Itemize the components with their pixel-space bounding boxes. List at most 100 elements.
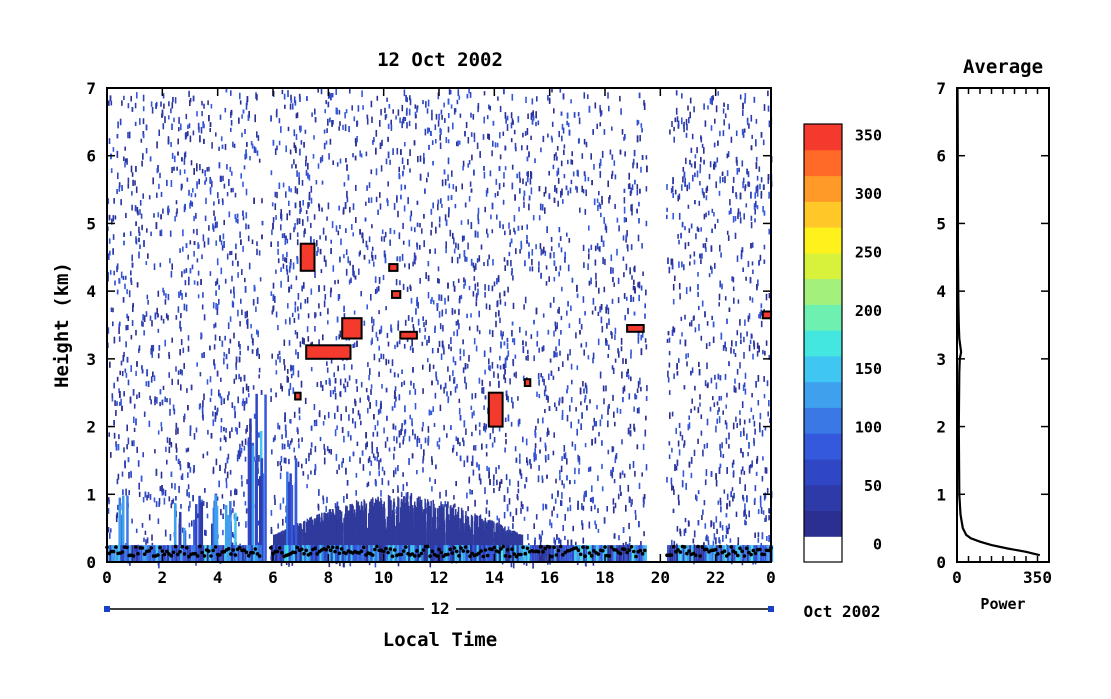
noise-speck (454, 503, 456, 508)
noise-speck (223, 352, 225, 357)
noise-speck (432, 364, 435, 369)
noise-speck (625, 504, 627, 512)
noise-speck (674, 117, 677, 123)
noise-speck (372, 140, 374, 145)
noise-speck (722, 535, 724, 542)
noise-speck (559, 265, 562, 271)
noise-speck (716, 157, 719, 163)
noise-speck (371, 246, 374, 251)
noise-speck (744, 184, 747, 189)
noise-speck (170, 142, 172, 148)
noise-speck (119, 321, 121, 327)
noise-speck (214, 322, 217, 328)
noise-speck (296, 427, 299, 433)
noise-speck (368, 456, 371, 462)
noise-speck (524, 296, 527, 304)
noise-speck (756, 184, 759, 192)
noise-speck (196, 183, 198, 189)
noise-speck (324, 294, 327, 300)
noise-speck (226, 253, 229, 260)
noise-speck (187, 462, 189, 469)
noise-speck (607, 92, 609, 99)
noise-speck (201, 304, 204, 310)
noise-speck (270, 529, 273, 534)
noise-speck (526, 145, 529, 151)
noise-speck (376, 420, 379, 426)
noise-speck (378, 459, 380, 466)
noise-speck (527, 349, 529, 355)
noise-speck (135, 236, 137, 244)
noise-speck (116, 289, 119, 295)
noise-speck (721, 283, 723, 290)
noise-speck (761, 532, 764, 540)
noise-speck (459, 355, 462, 361)
noise-speck (747, 181, 749, 187)
noise-speck (526, 171, 528, 176)
noise-speck (343, 496, 345, 503)
noise-speck (703, 444, 706, 449)
noise-speck (607, 180, 609, 188)
noise-speck (298, 172, 300, 179)
noise-speck (561, 492, 563, 499)
noise-speck (541, 478, 544, 483)
noise-speck (749, 277, 752, 284)
noise-speck (567, 190, 569, 196)
noise-speck (593, 164, 595, 170)
noise-speck (553, 252, 555, 259)
noise-speck (759, 422, 761, 430)
noise-speck (682, 124, 685, 129)
noise-speck (483, 262, 485, 267)
noise-speck (414, 104, 417, 109)
noise-speck (270, 526, 273, 533)
noise-speck (492, 480, 495, 486)
noise-speck (559, 88, 562, 93)
noise-speck (427, 99, 430, 107)
noise-speck (366, 114, 369, 119)
noise-speck (142, 134, 145, 139)
noise-speck (672, 177, 674, 185)
noise-speck (457, 243, 460, 250)
noise-speck (742, 451, 744, 458)
noise-speck (334, 503, 337, 509)
noise-speck (209, 271, 212, 276)
noise-speck (508, 222, 510, 229)
noise-speck (602, 257, 604, 265)
noise-speck (177, 379, 179, 385)
noise-speck (512, 338, 514, 343)
noise-speck (385, 358, 387, 366)
noise-speck (332, 160, 334, 165)
noise-speck (201, 100, 203, 106)
noise-speck (194, 193, 197, 198)
noise-speck (711, 267, 713, 274)
noise-speck (546, 474, 548, 479)
noise-speck (509, 378, 511, 385)
noise-speck (238, 341, 240, 347)
noise-speck (599, 419, 602, 427)
noise-speck (563, 144, 566, 149)
noise-speck (434, 392, 437, 399)
noise-speck (290, 364, 292, 372)
noise-speck (592, 352, 595, 360)
noise-speck (188, 276, 190, 281)
noise-speck (184, 203, 186, 210)
noise-speck (556, 534, 558, 540)
noise-speck (111, 218, 113, 225)
noise-speck (707, 540, 710, 546)
noise-speck (499, 317, 501, 324)
noise-speck (138, 226, 140, 233)
noise-speck (554, 402, 556, 408)
noise-speck (244, 153, 246, 160)
noise-speck (512, 359, 515, 367)
noise-speck (767, 90, 769, 97)
noise-speck (116, 376, 119, 382)
noise-speck (230, 490, 232, 497)
noise-speck (188, 123, 191, 129)
noise-speck (634, 470, 636, 477)
noise-speck (270, 396, 272, 402)
noise-speck (290, 188, 292, 193)
noise-speck (573, 112, 576, 118)
noise-speck (421, 228, 423, 234)
noise-speck (383, 427, 385, 434)
noise-speck (116, 478, 119, 485)
noise-speck (374, 288, 377, 295)
